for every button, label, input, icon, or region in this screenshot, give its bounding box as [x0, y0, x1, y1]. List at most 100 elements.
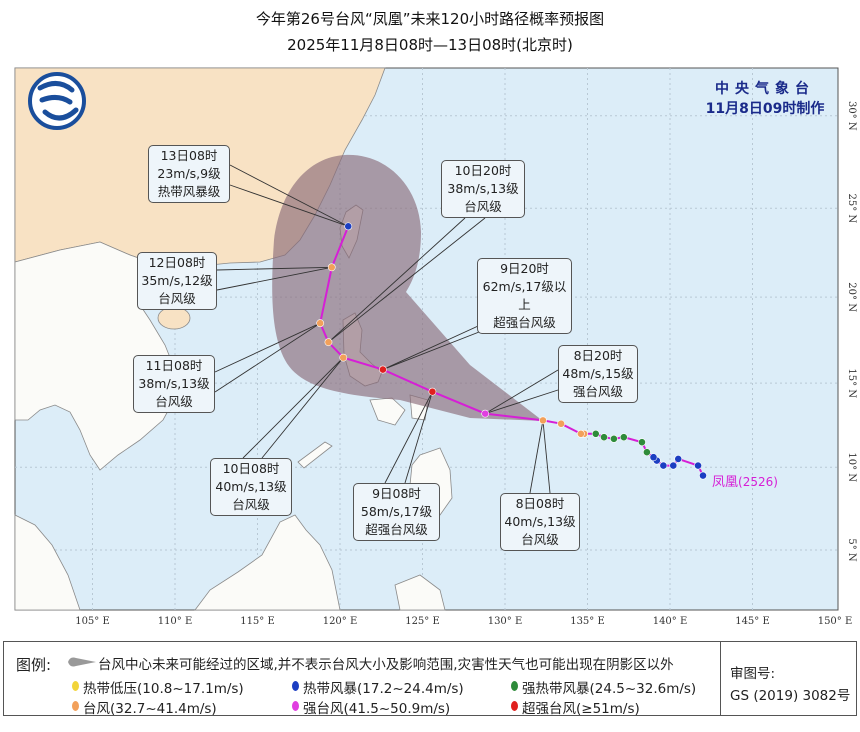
track-point-severe-tropical-storm[interactable]	[619, 433, 628, 442]
lon-tick-label: 125° E	[405, 616, 440, 627]
callout-leader-line	[484, 369, 559, 415]
callout-wind: 62m/s,17级以上	[482, 279, 567, 312]
lon-tick-label: 115° E	[240, 616, 275, 627]
callout-time: 9日08时	[372, 486, 421, 501]
callout-time: 11日08时	[145, 358, 203, 373]
track-point-tropical-storm[interactable]	[694, 461, 702, 470]
callout-wind: 23m/s,9级	[157, 166, 221, 181]
tropical-storm-dot-icon	[292, 681, 299, 691]
lon-tick-label: 105° E	[75, 616, 110, 627]
legend-item: 台风(32.7~41.4m/s)	[83, 701, 217, 717]
track-point-tropical-storm[interactable]	[649, 453, 658, 462]
callout-wind: 48m/s,15级	[562, 366, 634, 381]
track-point-severe-tropical-storm[interactable]	[643, 448, 651, 457]
callout-time: 10日08时	[222, 461, 280, 476]
track-point-tropical-storm[interactable]	[659, 461, 668, 470]
track-point-tropical-storm[interactable]	[669, 461, 678, 470]
legend-item: 强台风(41.5~50.9m/s)	[303, 701, 451, 717]
callout-leader-line	[216, 266, 332, 271]
track-point-typhoon[interactable]	[316, 319, 325, 328]
track-point-severe-tropical-storm[interactable]	[600, 433, 608, 442]
axis-labels: 105° E 110° E 115° E 120° E 125° E 130° E 135°…	[75, 101, 857, 627]
borneo-land	[194, 514, 341, 611]
palawan-island	[297, 441, 333, 469]
track-point-typhoon[interactable]	[327, 263, 336, 272]
callout-grade: 强台风级	[572, 384, 623, 399]
callout-grade: 台风级	[521, 532, 559, 547]
track-point-tropical-storm[interactable]	[674, 454, 683, 463]
lat-tick-label: 5° N	[846, 538, 857, 562]
callout-leader-line	[229, 164, 349, 227]
callout-leader-line	[214, 322, 321, 373]
callout-time: 10日20时	[454, 163, 512, 178]
lon-tick-label: 145° E	[735, 616, 770, 627]
callout-leader-line	[242, 357, 344, 459]
callout-leader-line	[485, 389, 559, 415]
track-point-tropical-storm[interactable]	[699, 471, 707, 480]
track-point-super-typhoon[interactable]	[378, 365, 387, 374]
track-point-severe-typhoon[interactable]	[481, 409, 490, 418]
track-point-typhoon[interactable]	[539, 416, 547, 425]
forecast-callout: 8日20时 48m/s,15级 强台风级	[558, 345, 638, 403]
storm-name-label: 凤凰(2526)	[712, 471, 778, 490]
hainan-island	[157, 306, 191, 330]
legend-divider	[720, 642, 721, 715]
super-typhoon-dot-icon	[511, 701, 518, 711]
severe-typhoon-dot-icon	[292, 701, 299, 711]
callout-leader-line	[216, 266, 332, 291]
callout-grade: 超强台风级	[365, 522, 428, 537]
track-point-super-typhoon[interactable]	[428, 387, 437, 396]
callout-grade: 台风级	[155, 394, 193, 409]
lat-tick-label: 20° N	[846, 282, 857, 312]
legend-item: 热带风暴(17.2~24.4m/s)	[303, 681, 464, 697]
lat-tick-label: 10° N	[846, 452, 857, 482]
callout-leader-line	[529, 420, 544, 494]
track-point-typhoon[interactable]	[324, 338, 333, 347]
callout-grade: 超强台风级	[493, 315, 556, 330]
callout-wind: 38m/s,13级	[138, 376, 210, 391]
callout-wind: 40m/s,13级	[215, 479, 287, 494]
storm-id: (2526)	[738, 475, 778, 489]
forecast-callout: 8日08时 40m/s,13级 台风级	[500, 493, 580, 551]
callout-time: 8日20时	[573, 348, 623, 363]
forecast-callout: 10日08时 40m/s,13级 台风级	[210, 458, 292, 516]
callout-grade: 台风级	[158, 291, 196, 306]
map-title: 今年第26号台风“凤凰”未来120小时路径概率预报图	[255, 10, 605, 28]
callout-leader-line	[404, 391, 433, 484]
track-point-severe-tropical-storm[interactable]	[591, 429, 600, 438]
lon-tick-label: 120° E	[323, 616, 358, 627]
forecast-callout: 12日08时 35m/s,12级 台风级	[137, 252, 217, 310]
lat-tick-label: 30° N	[846, 101, 857, 131]
issuer-name: 中央气象台	[715, 81, 815, 97]
callout-wind: 38m/s,13级	[447, 181, 519, 196]
sulawesi-land	[394, 574, 446, 611]
legend-item: 强热带风暴(24.5~32.6m/s)	[522, 681, 697, 697]
callout-leader-line	[328, 217, 486, 343]
callout-leader-line	[542, 420, 551, 494]
lat-tick-label: 25° N	[846, 193, 857, 223]
legend-item: 热带低压(10.8~17.1m/s)	[83, 681, 244, 697]
review-number: GS (2019) 3082号	[730, 688, 851, 704]
legend: 图例: 台风中心未来可能经过的区域,并不表示台风大小及影响范围,灾害性天气也可能…	[3, 641, 857, 717]
callout-grade: 热带风暴级	[157, 184, 221, 199]
track-point-severe-tropical-storm[interactable]	[638, 438, 646, 447]
track-point-typhoon[interactable]	[557, 419, 565, 428]
track-point-typhoon[interactable]	[577, 429, 585, 438]
review-label: 审图号:	[730, 666, 776, 682]
malay-peninsula	[14, 514, 81, 611]
forecast-callout: 13日08时 23m/s,9级 热带风暴级	[148, 145, 230, 203]
tropical-depression-dot-icon	[72, 681, 79, 691]
track-point-severe-tropical-storm[interactable]	[610, 434, 618, 443]
lon-tick-label: 135° E	[570, 616, 605, 627]
forecast-callout: 11日08时 38m/s,13级 台风级	[133, 355, 215, 413]
callout-wind: 40m/s,13级	[504, 514, 576, 529]
issue-time: 11月8日09时制作	[705, 101, 825, 117]
forecast-callout: 9日08时 58m/s,17级 超强台风级	[353, 483, 440, 541]
callout-time: 13日08时	[160, 148, 218, 163]
forecast-callout: 10日20时 38m/s,13级 台风级	[441, 160, 525, 218]
track-point-tropical-storm[interactable]	[344, 222, 353, 231]
cone-swatch-icon	[68, 657, 96, 667]
cma-logo	[28, 72, 86, 130]
legend-cone-description: 台风中心未来可能经过的区域,并不表示台风大小及影响范围,灾害性天气也可能出现在阴…	[98, 657, 674, 673]
track-point-typhoon[interactable]	[339, 353, 348, 362]
